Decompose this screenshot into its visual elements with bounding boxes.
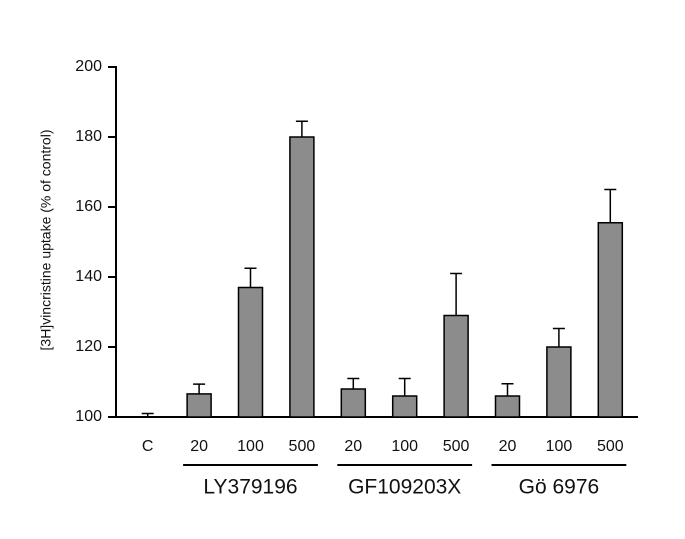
error-bar [552, 327, 565, 347]
group-label: LY379196 [203, 476, 297, 499]
error-bar [450, 272, 463, 316]
group-label: Gö 6976 [519, 476, 600, 499]
bar [340, 388, 367, 418]
x-tick-label: 20 [344, 438, 362, 455]
y-tick-label: 100 [75, 408, 102, 425]
y-tick-label: 200 [75, 58, 102, 75]
x-tick-label: 20 [190, 438, 208, 455]
error-bar [141, 412, 154, 417]
bar [597, 222, 624, 418]
y-axis-title: [3H]vincristine uptake (% of control) [38, 130, 54, 351]
bar [391, 395, 418, 418]
bar [186, 393, 212, 418]
x-tick-label: C [142, 438, 154, 455]
y-tick-label: 180 [75, 128, 102, 145]
bar [289, 136, 315, 418]
bar [443, 314, 469, 418]
x-tick-label: 100 [237, 438, 264, 455]
error-bar [244, 267, 257, 288]
y-tick-label: 140 [75, 268, 102, 285]
x-tick-label: 500 [597, 438, 624, 455]
error-bar [193, 383, 206, 394]
x-tick-label: 100 [546, 438, 573, 455]
bar [546, 346, 572, 418]
error-bar [398, 377, 411, 396]
x-tick-label: 500 [289, 438, 316, 455]
y-tick-label: 160 [75, 198, 102, 215]
error-bar [604, 188, 617, 223]
x-tick-label: 500 [443, 438, 470, 455]
x-tick-label: 20 [499, 438, 517, 455]
error-bar [295, 120, 308, 137]
group-label: GF109203X [348, 476, 461, 499]
bar [494, 395, 521, 418]
error-bar [347, 377, 360, 389]
y-tick-label: 120 [75, 338, 102, 355]
x-tick-label: 100 [391, 438, 418, 455]
bar [237, 286, 264, 418]
error-bar [501, 383, 514, 396]
